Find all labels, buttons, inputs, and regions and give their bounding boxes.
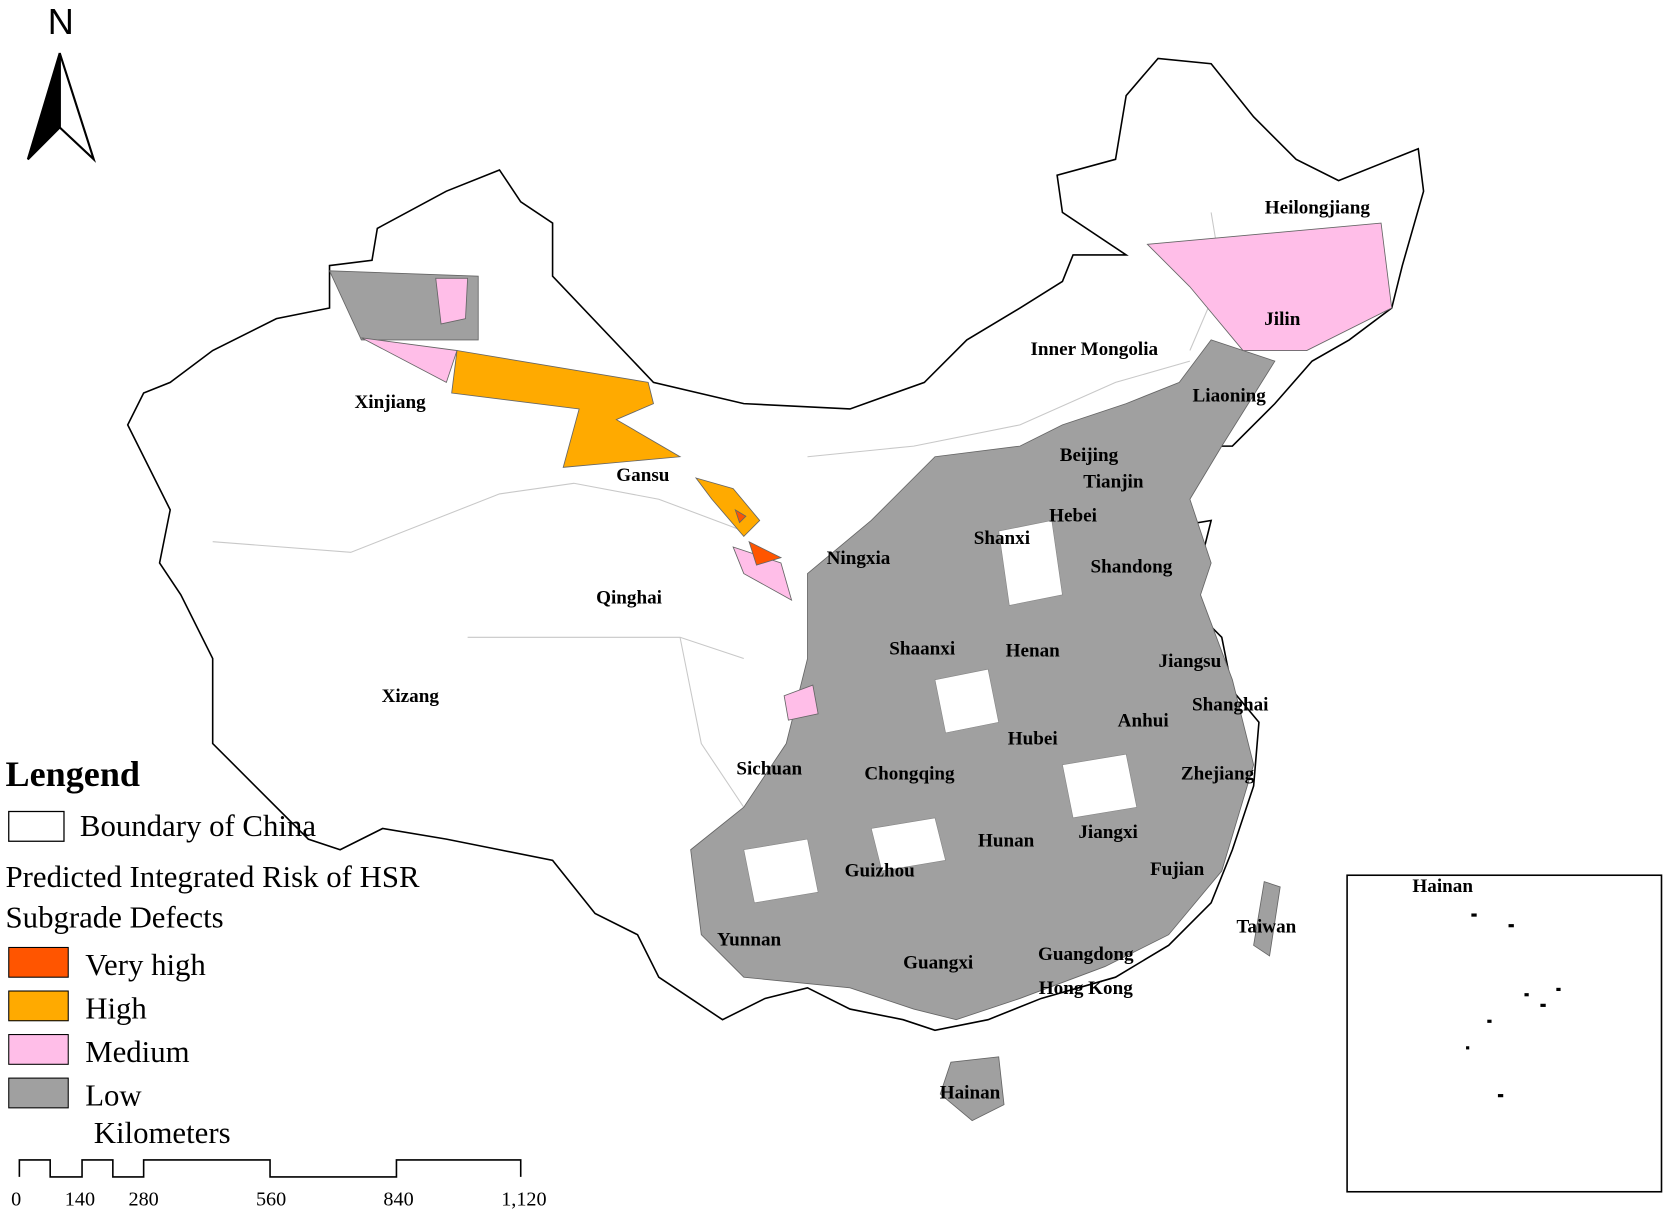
very-high-risk-region xyxy=(748,540,783,566)
scale-unit: Kilometers xyxy=(94,1116,231,1150)
legend-swatch xyxy=(8,1034,69,1065)
legend-label: Boundary of China xyxy=(80,809,316,843)
province-labels: Heilongjiang Jilin Inner Mongolia Liaoning X… xyxy=(354,197,1370,1103)
province-label: Liaoning xyxy=(1193,386,1267,407)
legend-label: Low xyxy=(85,1079,142,1113)
province-label: Shanghai xyxy=(1192,695,1269,716)
legend-swatch xyxy=(8,990,69,1022)
legend-swatch xyxy=(8,810,65,842)
scale-bar xyxy=(18,1159,522,1178)
north-arrow: N xyxy=(26,1,96,163)
province-label: Beijing xyxy=(1060,445,1119,466)
scale-label: 0 xyxy=(11,1189,21,1211)
legend-label: Very high xyxy=(85,948,206,982)
province-label: Xizang xyxy=(382,686,440,707)
legend-label: High xyxy=(85,992,147,1026)
scale-labels: 0 140 280 560 840 1,120 xyxy=(11,1189,546,1211)
legend-classes: Very high High Medium Low xyxy=(8,946,206,1113)
province-label: Ningxia xyxy=(827,548,891,569)
medium-risk-region xyxy=(783,684,819,721)
province-label: Guizhou xyxy=(845,860,915,881)
legend-swatch xyxy=(8,946,69,978)
low-risk-region xyxy=(939,1056,1005,1122)
medium-risk-region xyxy=(361,337,458,383)
province-label: Yunnan xyxy=(717,929,781,950)
province-label: Hebei xyxy=(1049,506,1097,527)
inset-islands xyxy=(1466,913,1561,1098)
province-label: Xinjiang xyxy=(354,392,426,413)
scale-label: 1,120 xyxy=(501,1189,546,1211)
province-label: Shandong xyxy=(1091,557,1173,578)
inset-label: Hainan xyxy=(1412,876,1473,897)
north-label: N xyxy=(48,1,74,42)
scale-label: 560 xyxy=(256,1189,286,1211)
high-risk-region xyxy=(694,477,761,538)
scale-label: 840 xyxy=(383,1189,413,1211)
inset-frame xyxy=(1346,874,1663,1193)
province-boundaries xyxy=(212,212,1223,808)
province-label: Heilongjiang xyxy=(1265,197,1371,218)
province-label: Hainan xyxy=(940,1082,1001,1103)
legend-heading: Subgrade Defects xyxy=(6,900,224,934)
province-label: Guangdong xyxy=(1038,944,1134,965)
province-label: Fujian xyxy=(1150,859,1205,880)
medium-risk-region xyxy=(1146,222,1393,351)
province-label: Henan xyxy=(1006,640,1061,661)
province-label: Gansu xyxy=(616,465,669,486)
legend-swatch xyxy=(8,1077,69,1109)
province-label: Guangxi xyxy=(903,953,974,974)
province-label: Inner Mongolia xyxy=(1030,339,1158,360)
province-label: Hong Kong xyxy=(1039,978,1133,999)
medium-risk-region xyxy=(435,277,469,325)
province-label: Hunan xyxy=(978,831,1035,852)
province-label: Hubei xyxy=(1008,729,1059,750)
province-label: Jiangsu xyxy=(1159,651,1222,672)
scale-label: 140 xyxy=(65,1189,95,1211)
province-label: Anhui xyxy=(1118,711,1170,732)
province-label: Zhejiang xyxy=(1181,764,1255,785)
province-label: Chongqing xyxy=(864,764,955,785)
province-label: Sichuan xyxy=(736,758,802,779)
province-label: Shanxi xyxy=(974,528,1031,549)
very-high-risk-region xyxy=(734,508,747,524)
legend-heading: Predicted Integrated Risk of HSR xyxy=(6,860,420,894)
legend-title: Lengend xyxy=(6,754,140,794)
legend-label: Medium xyxy=(85,1035,189,1069)
province-label: Qinghai xyxy=(596,587,663,608)
low-risk-region xyxy=(1253,881,1281,957)
uncovered-areas xyxy=(743,520,1138,904)
province-label: Jilin xyxy=(1264,309,1300,330)
scale-label: 280 xyxy=(129,1189,159,1211)
province-label: Tianjin xyxy=(1083,472,1144,493)
province-label: Shaanxi xyxy=(889,638,956,659)
province-label: Taiwan xyxy=(1236,917,1296,938)
high-risk-region xyxy=(451,350,682,468)
province-label: Jiangxi xyxy=(1078,822,1138,843)
